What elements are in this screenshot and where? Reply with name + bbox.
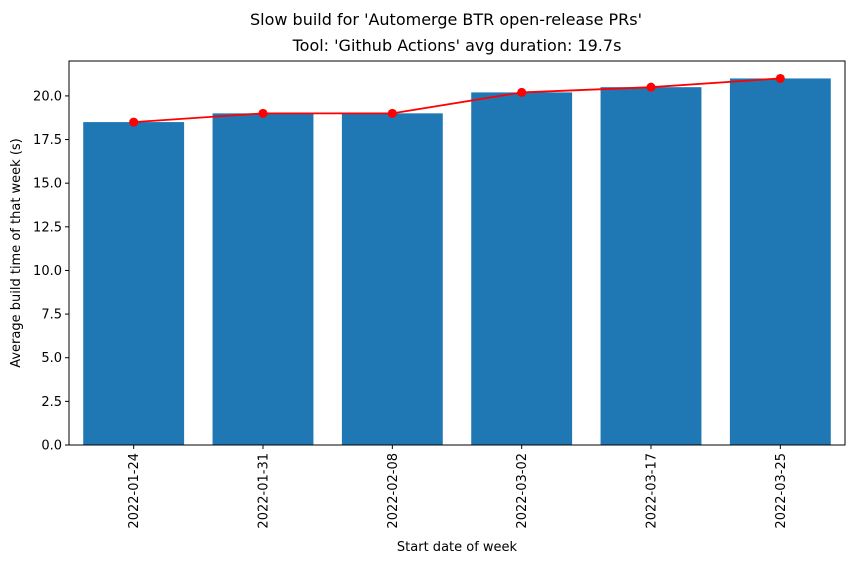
- bar-2022-03-02: [471, 92, 573, 446]
- plot-frame: [68, 60, 846, 446]
- chart-subtitle: Tool: 'Github Actions' avg duration: 19.…: [292, 36, 622, 55]
- y-tick-label: 2.5: [41, 395, 62, 410]
- y-tick-label: 7.5: [41, 308, 62, 323]
- chart-title: Slow build for 'Automerge BTR open-relea…: [250, 10, 642, 29]
- trend-point-2022-03-17: [646, 82, 656, 92]
- y-tick-label: 15.0: [33, 177, 62, 192]
- y-tick-label: 12.5: [33, 220, 62, 235]
- line-layer: [129, 73, 785, 127]
- y-tick-label: 5.0: [41, 351, 62, 366]
- x-tick-label: 2022-03-25: [774, 453, 789, 529]
- x-axis-label: Start date of week: [397, 540, 518, 555]
- trend-point-2022-03-02: [517, 87, 527, 97]
- trend-point-2022-03-25: [775, 73, 785, 83]
- trend-point-2022-02-08: [387, 108, 397, 118]
- axes-layer: 0.0 2.5 5.0 7.5 10.0 12.5 15.0 17.5 20.0 2022-01-…: [33, 89, 789, 528]
- bar-2022-03-17: [600, 87, 702, 446]
- y-tick-label: 17.5: [33, 133, 62, 148]
- bar-2022-02-08: [341, 113, 443, 446]
- y-axis-label: Average build time of that week (s): [9, 138, 24, 368]
- trend-point-2022-01-24: [129, 117, 139, 127]
- x-tick-label: 2022-02-08: [386, 453, 401, 529]
- x-tick-label: 2022-03-17: [645, 453, 660, 529]
- x-tick-label: 2022-03-02: [515, 453, 530, 529]
- bar-2022-01-24: [83, 122, 185, 445]
- trend-line: [133, 77, 781, 123]
- y-tick-label: 10.0: [33, 264, 62, 279]
- bar-2022-03-25: [729, 78, 831, 445]
- x-tick-label: 2022-01-31: [257, 453, 272, 529]
- y-tick-label: 20.0: [33, 89, 62, 104]
- bars-layer: [83, 78, 831, 446]
- bar-2022-01-31: [212, 113, 314, 446]
- trend-point-2022-01-31: [258, 108, 268, 118]
- y-tick-label: 0.0: [41, 439, 62, 454]
- x-tick-label: 2022-01-24: [127, 453, 142, 529]
